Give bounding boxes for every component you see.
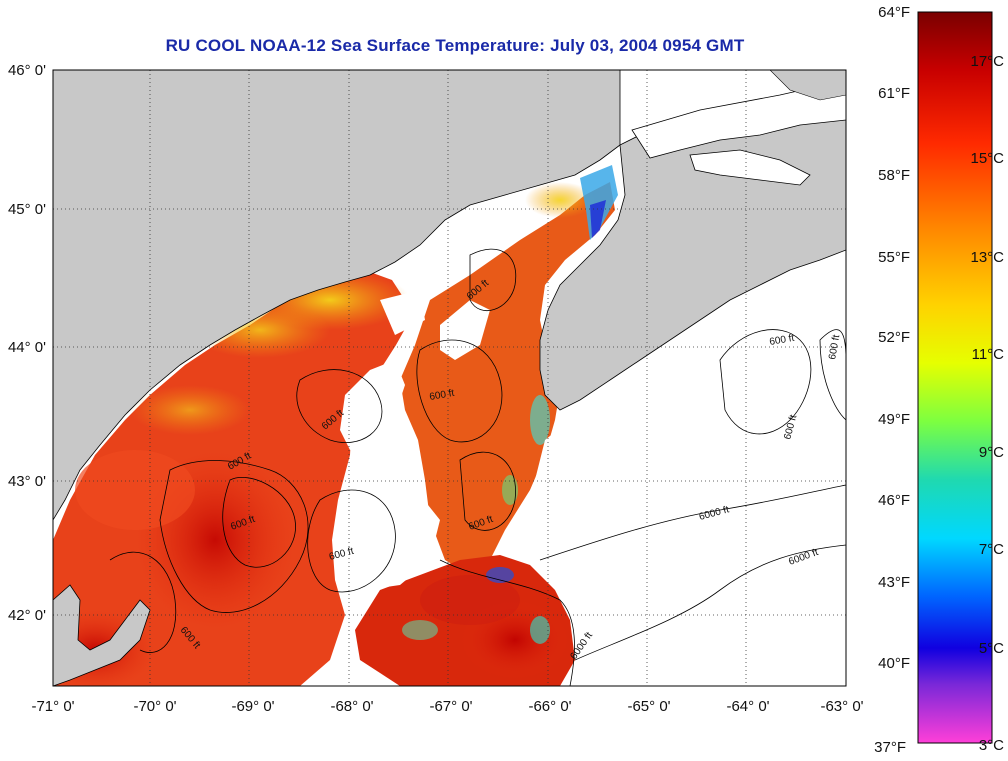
temperature-colorbar: 64°F 61°F 58°F 55°F 52°F 49°F 46°F 43°F … [874,4,1004,756]
colorbar-c-label: 11°C [972,346,1005,363]
colorbar-f-label: 55°F [878,249,910,266]
colorbar-c-label: 5°C [979,640,1004,657]
new-england-landmass [53,70,621,521]
land-areas [53,70,846,686]
colorbar-gradient [917,11,993,744]
colorbar-c-label: 17°C [970,53,1004,70]
colorbar-c-label: 9°C [979,444,1004,461]
colorbar-f-label: 52°F [878,329,910,346]
contour-label: 600 ft [827,334,842,361]
lat-tick-label: 46° 0' [8,62,46,79]
lat-tick-label: 43° 0' [8,473,46,490]
lon-tick-label: -71° 0' [31,698,74,715]
lat-tick-label: 42° 0' [8,607,46,624]
lon-tick-label: -66° 0' [528,698,571,715]
cape-cod [53,584,151,686]
colorbar-f-label: 61°F [878,85,910,102]
minas-basin [689,149,811,186]
colorbar-f-label: 40°F [878,655,910,672]
contour-label: 600 ft [429,388,456,403]
lat-tick-label: 44° 0' [8,339,46,356]
colorbar-fahrenheit-labels: 64°F 61°F 58°F 55°F 52°F 49°F 46°F 43°F … [874,4,910,756]
lon-tick-label: -64° 0' [726,698,769,715]
colorbar-c-label: 7°C [979,541,1004,558]
cloud-mask-patches [340,185,846,686]
colorbar-c-label: 13°C [970,249,1004,266]
colorbar-c-label: 15°C [970,150,1004,167]
colorbar-f-label: 43°F [878,574,910,591]
bathymetry-contours [109,248,846,686]
lon-tick-label: -69° 0' [231,698,274,715]
bay-of-fundy-water [631,79,846,159]
plot-frame [52,69,847,687]
lon-tick-label: -68° 0' [330,698,373,715]
map-title: RU COOL NOAA-12 Sea Surface Temperature:… [165,36,745,55]
lon-tick-label: -65° 0' [627,698,670,715]
colorbar-f-label: 46°F [878,492,910,509]
colorbar-celsius-labels: 17°C 15°C 13°C 11°C 9°C 7°C 5°C 3°C [970,53,1004,754]
contour-label: 600 ft [769,333,796,348]
sst-field [53,165,618,686]
lat-tick-label: 45° 0' [8,201,46,218]
lon-tick-label: -63° 0' [820,698,863,715]
lon-tick-label: -70° 0' [133,698,176,715]
longitude-axis: -71° 0' -70° 0' -69° 0' -68° 0' -67° 0' … [31,698,863,715]
colorbar-c-label: 3°C [979,737,1004,754]
colorbar-f-label: 49°F [878,411,910,428]
colorbar-f-label: 58°F [878,167,910,184]
colorbar-f-label: 64°F [878,4,910,21]
colorbar-f-label: 37°F [874,739,906,756]
graticule [53,70,846,686]
latitude-axis: 46° 0' 45° 0' 44° 0' 43° 0' 42° 0' [8,62,46,624]
lon-tick-label: -67° 0' [429,698,472,715]
